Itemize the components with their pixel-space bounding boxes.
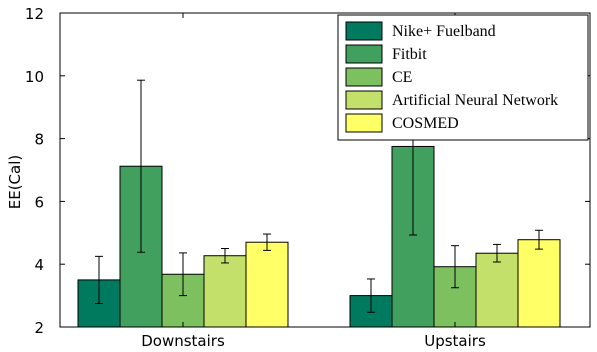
y-tick-label: 8 xyxy=(34,131,44,149)
legend-label: CE xyxy=(392,69,412,86)
bar-artificial-neural-network-downstairs xyxy=(203,255,247,328)
legend-label: Fitbit xyxy=(392,46,427,63)
plot-frame xyxy=(59,12,591,328)
legend-swatch xyxy=(345,44,383,64)
x-category-label: Upstairs xyxy=(424,332,486,350)
legend-label: Nike+ Fuelband xyxy=(392,23,496,40)
legend-swatch xyxy=(345,113,383,133)
bar-cosmed-downstairs xyxy=(245,241,289,328)
y-axis-title: EE(Cal) xyxy=(6,155,24,210)
legend-swatch xyxy=(345,67,383,87)
error-bars-group xyxy=(95,57,543,313)
bar-cosmed-upstairs xyxy=(517,239,561,328)
y-tick-label: 10 xyxy=(25,68,44,86)
y-tick-label: 4 xyxy=(34,256,44,274)
legend-label: Artificial Neural Network xyxy=(392,92,558,109)
y-tick-label: 6 xyxy=(34,193,44,211)
legend-swatch xyxy=(345,21,383,41)
y-tick-label: 2 xyxy=(34,319,44,337)
legend-label: COSMED xyxy=(392,115,459,132)
bar-artificial-neural-network-upstairs xyxy=(475,252,519,328)
y-axis: 2 4 6 8 10 12 xyxy=(25,5,590,337)
legend: Nike+ Fuelband Fitbit CE Artificial Neural … xyxy=(337,14,589,141)
bars-group xyxy=(77,145,561,328)
x-category-label: Downstairs xyxy=(141,332,225,350)
legend-swatch xyxy=(345,90,383,110)
x-axis: Downstairs Upstairs xyxy=(141,13,486,350)
y-tick-label: 12 xyxy=(25,5,44,23)
